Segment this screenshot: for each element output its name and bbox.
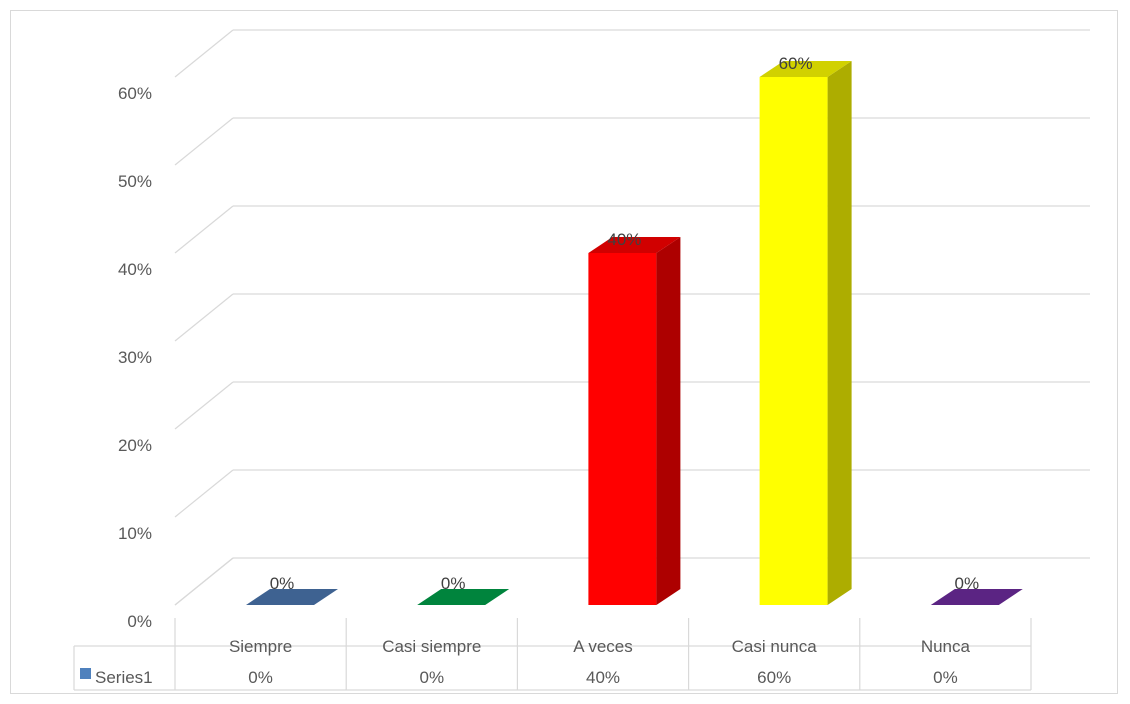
bars: 0% 0% 40% 60% 0% [246, 54, 1023, 605]
category-label: Casi nunca [732, 637, 818, 656]
bar-side [827, 61, 852, 605]
bar: 0% [930, 574, 1023, 605]
bar-top [588, 237, 681, 253]
y-axis-ticks: 0% 10% 20% 30% 40% 50% 60% [118, 84, 152, 631]
category-label: Casi siempre [382, 637, 481, 656]
bar: 40% [588, 230, 681, 605]
gridline-side [174, 469, 234, 518]
floor-edge [174, 557, 234, 606]
y-tick-label: 30% [118, 348, 152, 367]
chart-frame [10, 10, 1118, 694]
bar-front [588, 253, 657, 605]
category-label: Nunca [921, 637, 971, 656]
bar-top [246, 589, 338, 605]
gridline-side [174, 293, 234, 342]
bar-side [656, 237, 681, 605]
gridline-side [174, 117, 234, 166]
data-label: 0% [955, 574, 980, 593]
table-value: 0% [933, 668, 958, 687]
data-label: 0% [441, 574, 466, 593]
data-table: Siempre 0% Casi siempre 0% A veces 40% Casi nu… [73, 618, 1032, 691]
data-label: 40% [607, 230, 641, 249]
bar-top [417, 589, 510, 605]
category-label: Siempre [229, 637, 292, 656]
category-label: A veces [573, 637, 633, 656]
gridline-side [174, 205, 234, 254]
gridline-side [174, 381, 234, 430]
y-tick-label: 10% [118, 524, 152, 543]
table-value: 0% [248, 668, 273, 687]
y-tick-label: 50% [118, 172, 152, 191]
legend-series-name: Series1 [95, 668, 153, 687]
table-value: 60% [757, 668, 791, 687]
y-tick-label: 20% [118, 436, 152, 455]
y-tick-label: 60% [118, 84, 152, 103]
table-value: 40% [586, 668, 620, 687]
bar-top [930, 589, 1023, 605]
y-tick-label: 0% [127, 612, 152, 631]
gridline-side [174, 29, 234, 78]
bar: 0% [417, 574, 510, 605]
bar-top [759, 61, 852, 77]
bar-front [759, 77, 828, 605]
bar: 0% [246, 574, 338, 605]
y-tick-label: 40% [118, 260, 152, 279]
table-value: 0% [420, 668, 445, 687]
data-label: 60% [779, 54, 813, 73]
data-label: 0% [270, 574, 295, 593]
bar: 60% [759, 54, 852, 605]
legend-swatch [80, 668, 91, 679]
gridlines [174, 29, 1090, 606]
